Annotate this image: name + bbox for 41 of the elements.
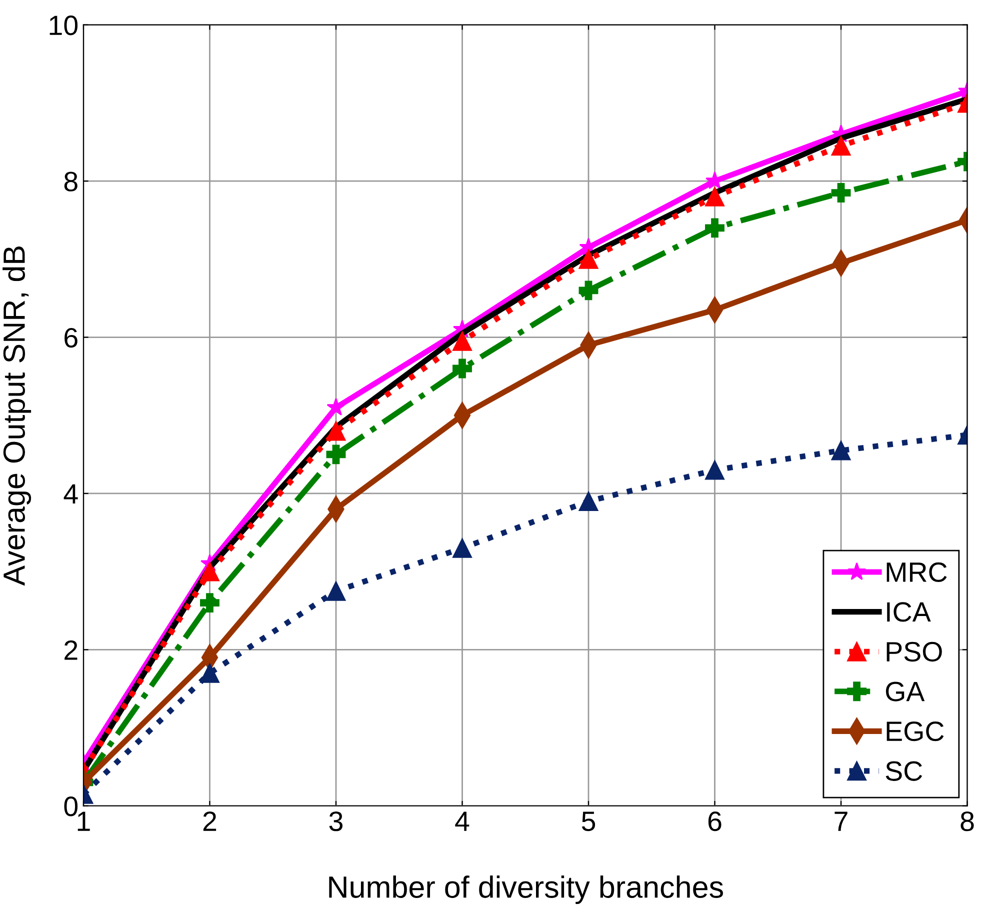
point (200, 593, 220, 613)
point (578, 492, 598, 512)
point (200, 663, 220, 683)
x-tick-label: 3 (329, 811, 342, 832)
point (452, 538, 472, 558)
point (705, 460, 724, 480)
point (200, 562, 220, 582)
point (452, 358, 472, 378)
point (578, 280, 598, 300)
legend-label: EGC (886, 721, 944, 742)
point (578, 249, 598, 269)
y-tick-label: 2 (64, 640, 78, 660)
x-tick-label: 1 (78, 812, 90, 831)
legend-label: ICA (887, 602, 931, 622)
y-tick-label: 10 (50, 16, 78, 36)
point (326, 398, 346, 416)
y-tick-label: 0 (64, 796, 78, 816)
y-tick-label: 6 (64, 328, 78, 348)
point (326, 581, 346, 601)
x-tick-label: 8 (960, 811, 974, 832)
legend-label: MRC (886, 562, 947, 582)
x-tick-label: 6 (708, 811, 722, 832)
y-tick-label: 8 (64, 172, 78, 192)
point (831, 440, 851, 460)
legend-label: PSO (886, 642, 942, 662)
y-tick-label: 4 (64, 484, 78, 504)
point (705, 218, 724, 238)
legend-label: SC (886, 761, 922, 781)
x-tick-label: 2 (203, 811, 216, 831)
point (326, 444, 346, 464)
point (326, 421, 346, 441)
point (705, 186, 724, 206)
legend-label: GA (886, 682, 925, 702)
y-axis-title: Average Output SNR, dB (2, 246, 32, 586)
point (452, 331, 472, 351)
x-tick-label: 5 (582, 812, 596, 832)
point (831, 136, 851, 156)
x-tick-label: 7 (834, 812, 848, 831)
point (831, 183, 851, 203)
x-axis-title: Number of diversity branches (329, 876, 723, 904)
x-tick-label: 4 (455, 812, 470, 831)
